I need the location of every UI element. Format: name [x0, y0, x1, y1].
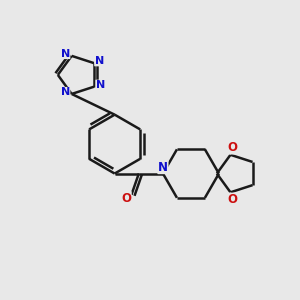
Text: N: N [95, 56, 104, 66]
Text: O: O [227, 141, 237, 154]
Text: N: N [158, 160, 168, 174]
Text: N: N [61, 88, 70, 98]
Text: O: O [227, 193, 237, 206]
Text: O: O [121, 192, 131, 205]
Text: N: N [61, 49, 70, 58]
Text: N: N [96, 80, 105, 90]
